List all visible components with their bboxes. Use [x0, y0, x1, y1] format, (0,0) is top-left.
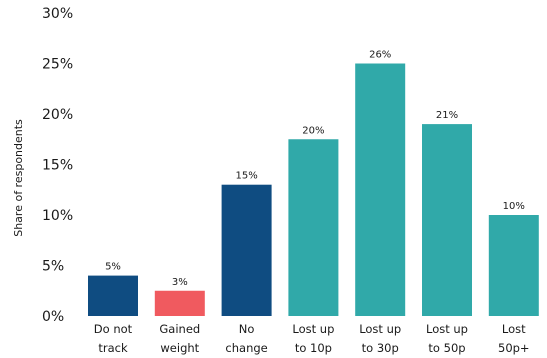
x-tick-label: Gained	[159, 322, 200, 336]
x-tick-label: No	[239, 322, 255, 336]
data-label: 5%	[105, 262, 121, 273]
data-label: 26%	[369, 50, 391, 61]
y-tick-label: 25%	[42, 57, 73, 73]
bar	[355, 63, 406, 316]
y-axis-title-group: Share of respondents	[12, 119, 25, 237]
bar	[221, 184, 272, 316]
bar	[288, 139, 339, 316]
bar	[154, 290, 205, 316]
y-tick-label: 20%	[42, 107, 73, 123]
category-labels: Do not track Gained weight No change Lost up to…	[94, 322, 530, 355]
bar	[88, 275, 138, 316]
x-tick-label: to 10p	[295, 341, 332, 355]
data-label: 20%	[302, 125, 324, 136]
y-tick-label: 5%	[42, 259, 64, 275]
x-tick-label: Lost up	[359, 322, 401, 336]
x-tick-label: Do not	[94, 322, 133, 336]
y-tick-label: 30%	[42, 6, 73, 22]
bars	[88, 63, 539, 316]
y-axis-title: Share of respondents	[12, 119, 25, 237]
data-label: 21%	[436, 110, 458, 121]
x-tick-label: Lost up	[292, 322, 334, 336]
x-tick-label: Lost	[502, 322, 526, 336]
x-tick-label: track	[98, 341, 128, 355]
x-tick-label: to 50p	[428, 341, 465, 355]
data-labels: 5% 3% 15% 20% 26% 21% 10%	[105, 50, 525, 288]
x-tick-label: Lost up	[426, 322, 468, 336]
x-tick-label: to 30p	[362, 341, 399, 355]
x-tick-label: 50p+	[498, 341, 530, 355]
bar	[488, 215, 539, 316]
data-label: 3%	[172, 277, 188, 288]
data-label: 15%	[235, 171, 257, 182]
x-tick-label: weight	[160, 341, 199, 355]
y-axis-ticks: 0% 5% 10% 15% 20% 25% 30%	[42, 6, 73, 325]
y-tick-label: 0%	[42, 309, 64, 325]
y-tick-label: 15%	[42, 158, 73, 174]
y-tick-label: 10%	[42, 208, 73, 224]
bar	[422, 124, 472, 316]
x-tick-label: change	[225, 341, 267, 355]
data-label: 10%	[503, 201, 525, 212]
